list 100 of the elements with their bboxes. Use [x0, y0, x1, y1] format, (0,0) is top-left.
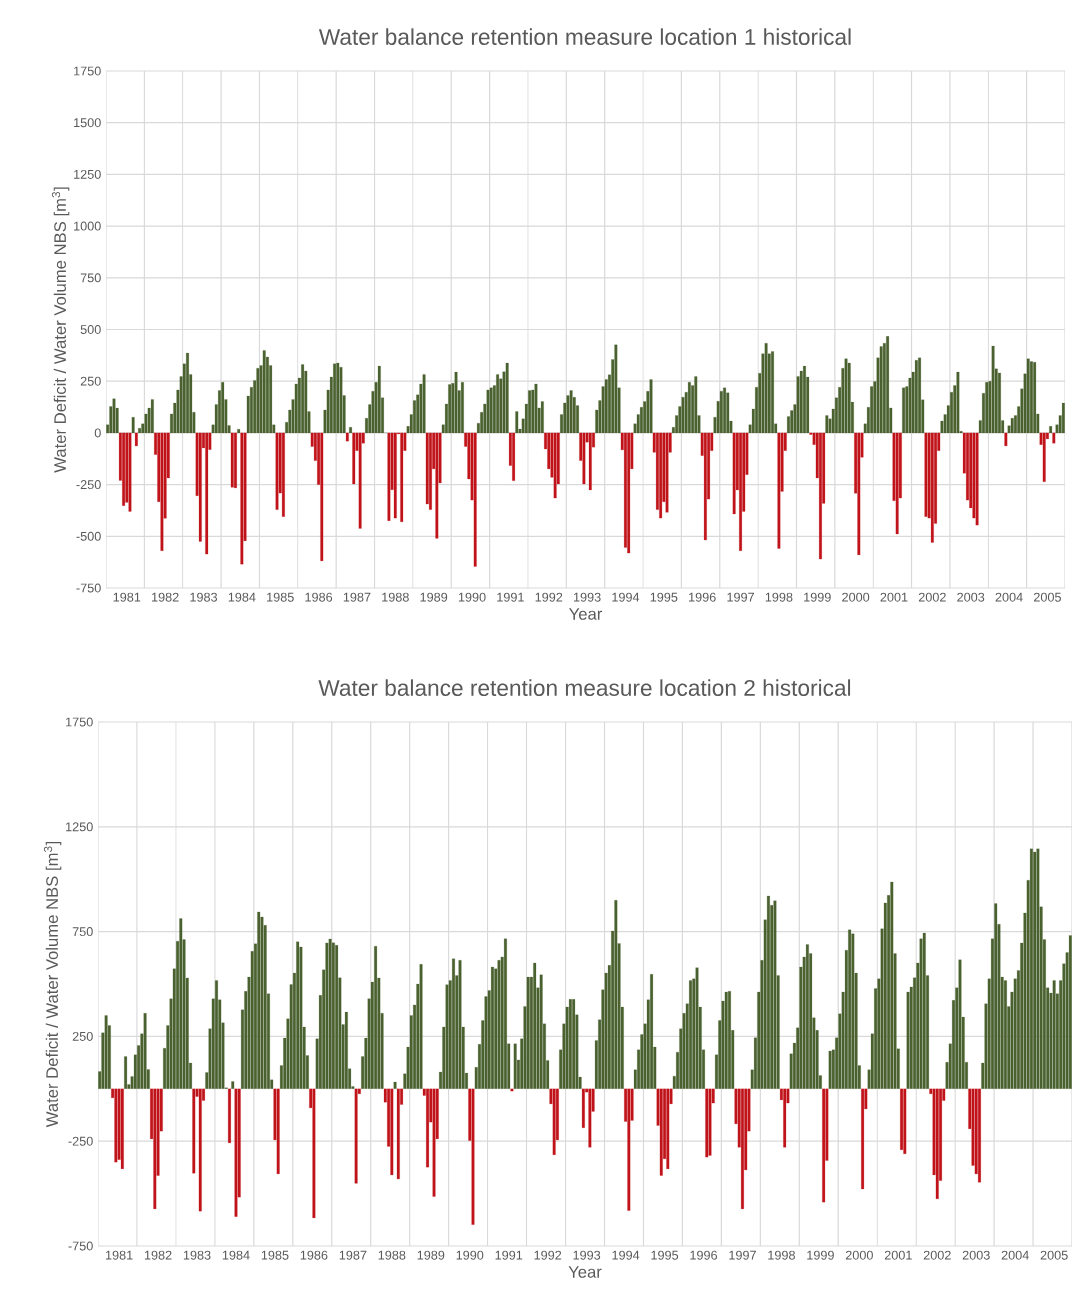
bar [122, 432, 125, 506]
x-tick-label: 2002 [923, 1250, 951, 1260]
x-tick-label: 1987 [343, 592, 371, 602]
bar [687, 382, 691, 433]
bar [429, 432, 432, 510]
y-tick-label: 250 [80, 376, 101, 386]
bar [276, 1088, 280, 1175]
x-tick-label: 1985 [267, 592, 294, 602]
bar [160, 432, 164, 551]
bar [432, 1088, 436, 1197]
bar [358, 432, 362, 529]
bar [352, 432, 356, 485]
bar [234, 1088, 238, 1217]
bar [486, 389, 490, 433]
bar [958, 959, 962, 1089]
x-tick-label: 1998 [768, 1250, 795, 1260]
y-tick-label: 0 [94, 428, 101, 438]
bar [104, 1015, 108, 1089]
bar [741, 1088, 744, 1210]
bar [426, 1088, 429, 1168]
bar [666, 1088, 670, 1169]
bar [581, 1088, 585, 1128]
bar [230, 432, 234, 488]
bar [649, 379, 653, 433]
bar [240, 432, 244, 565]
x-tick-label: 2002 [918, 592, 946, 602]
x-tick-label: 1994 [612, 1250, 640, 1260]
bar [504, 938, 507, 1089]
y-tick-label: 500 [80, 325, 101, 334]
bar [205, 432, 209, 555]
bar [848, 929, 852, 1089]
y-tick-label: 1750 [74, 66, 101, 76]
bar [331, 942, 335, 1089]
x-tick-label: 1984 [222, 1250, 250, 1260]
bar [234, 432, 237, 489]
bar [614, 344, 618, 433]
bar [349, 427, 352, 433]
bar [257, 911, 261, 1089]
bar [1004, 980, 1007, 1089]
bar [454, 372, 458, 433]
bar [114, 1088, 118, 1163]
y-tick-label: 1000 [74, 221, 101, 231]
bar [526, 976, 530, 1089]
bar [262, 350, 266, 433]
bar [461, 382, 464, 433]
bar [221, 382, 225, 433]
x-tick-label: 1982 [144, 1250, 172, 1260]
x-tick-label: 1993 [573, 1250, 601, 1260]
bar [914, 360, 918, 433]
x-tick-label: 1990 [456, 1250, 484, 1260]
x-tick-label: 1993 [573, 592, 601, 602]
bar [354, 1088, 358, 1184]
bar [724, 991, 728, 1089]
bar [497, 960, 501, 1089]
x-tick-label: 1996 [689, 592, 716, 602]
x-tick-label: 1985 [261, 1250, 289, 1260]
x-tick-label: 1997 [727, 592, 754, 602]
bar [930, 432, 934, 543]
bar [650, 974, 653, 1089]
bar [256, 368, 260, 433]
bar [179, 918, 183, 1089]
bar [422, 374, 426, 433]
bar [345, 432, 349, 442]
bar [771, 351, 774, 433]
bar [1004, 432, 1008, 447]
bar [588, 432, 592, 491]
x-tick-label: 2003 [957, 592, 985, 602]
bar [588, 1088, 592, 1148]
bar [825, 415, 829, 433]
bar [903, 1088, 907, 1154]
bar [695, 967, 699, 1089]
bar [886, 336, 889, 433]
bar [1068, 935, 1072, 1089]
x-tick-label: 1989 [420, 592, 448, 602]
x-tick-label: 1998 [765, 592, 793, 602]
bar [515, 411, 519, 433]
bar [1029, 848, 1033, 1089]
x-tick-label: 1992 [534, 1250, 562, 1260]
chart-title: Water balance retention measure location 1 historical [318, 28, 851, 45]
bar [728, 991, 731, 1089]
bar [895, 432, 899, 535]
x-tick-label: 1981 [105, 1250, 133, 1260]
bar [396, 1088, 400, 1180]
bar [387, 432, 391, 521]
bar [134, 432, 138, 447]
bar [1049, 426, 1053, 433]
x-tick-label: 1986 [305, 592, 333, 602]
bar [582, 432, 586, 485]
x-axis-title: Year [568, 1266, 602, 1278]
bar [374, 946, 378, 1089]
bar [918, 357, 921, 433]
x-tick-label: 2001 [880, 592, 908, 602]
x-tick-label: 2005 [1033, 592, 1061, 602]
bar [231, 1081, 235, 1089]
bar [400, 432, 404, 522]
x-tick-label: 1986 [300, 1250, 328, 1260]
bar [112, 398, 116, 433]
bar [448, 384, 452, 433]
bar [496, 374, 499, 433]
bar [275, 432, 279, 510]
